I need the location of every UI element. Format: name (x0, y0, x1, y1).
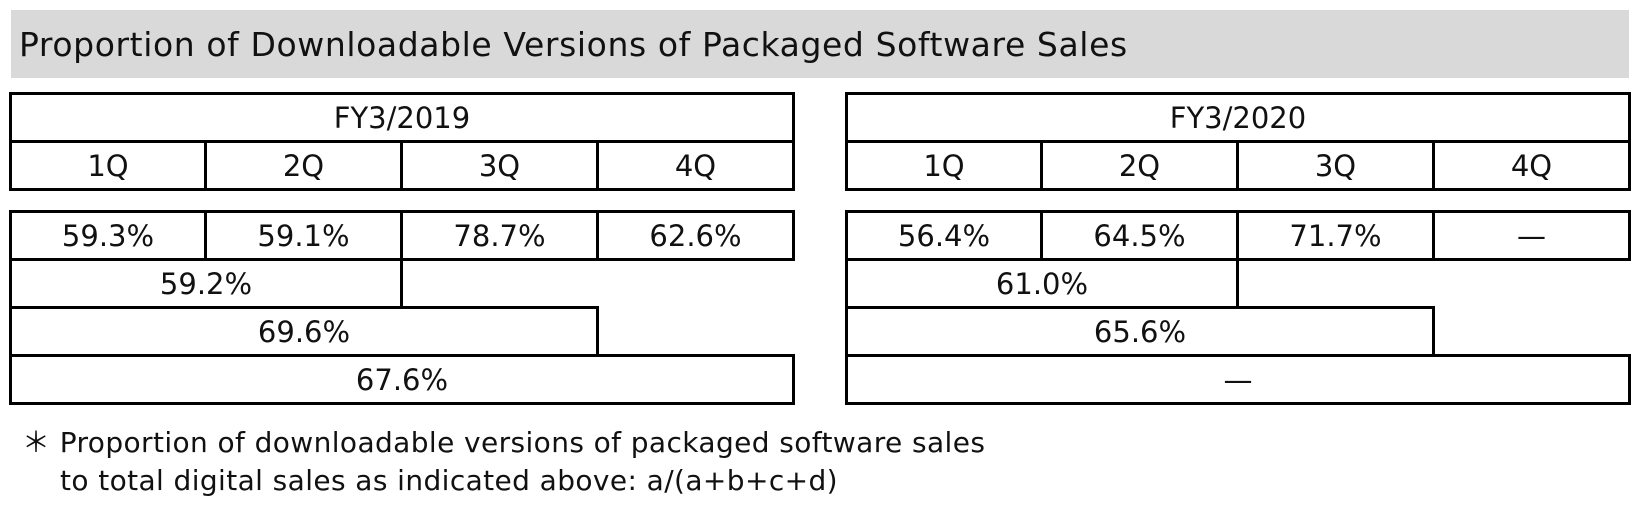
full-year-value: 67.6% (9, 354, 795, 405)
footnote-text-2: to total digital sales as indicated abov… (60, 464, 838, 497)
quarter-header-2q: 2Q (204, 140, 403, 191)
quarter-header-3q: 3Q (1236, 140, 1435, 191)
quarter-value-3q: 71.7% (1236, 210, 1435, 261)
fiscal-year-header: FY3/2019 (9, 92, 795, 143)
footnote-marker: ＊ (22, 426, 51, 459)
quarter-value-3q: 78.7% (400, 210, 599, 261)
quarter-value-4q: — (1432, 210, 1631, 261)
quarter-value-1q: 56.4% (845, 210, 1043, 261)
quarter-value-2q: 64.5% (1040, 210, 1239, 261)
nine-months-value: 65.6% (845, 306, 1435, 357)
quarter-value-2q: 59.1% (204, 210, 403, 261)
quarter-header-4q: 4Q (596, 140, 795, 191)
quarter-header-1q: 1Q (845, 140, 1043, 191)
quarter-value-1q: 59.3% (9, 210, 207, 261)
quarter-header-4q: 4Q (1432, 140, 1631, 191)
quarter-header-3q: 3Q (400, 140, 599, 191)
quarter-header-2q: 2Q (1040, 140, 1239, 191)
footnote-line-1: ＊ Proportion of downloadable versions of… (22, 424, 985, 462)
quarter-value-4q: 62.6% (596, 210, 795, 261)
half-year-value: 61.0% (845, 258, 1239, 309)
nine-months-value: 69.6% (9, 306, 599, 357)
fiscal-year-header: FY3/2020 (845, 92, 1631, 143)
footnote: ＊ Proportion of downloadable versions of… (22, 424, 985, 500)
half-year-value: 59.2% (9, 258, 403, 309)
footnote-text-1: Proportion of downloadable versions of p… (59, 426, 986, 459)
full-year-value: — (845, 354, 1631, 405)
quarter-header-1q: 1Q (9, 140, 207, 191)
page-title: Proportion of Downloadable Versions of P… (11, 10, 1629, 78)
